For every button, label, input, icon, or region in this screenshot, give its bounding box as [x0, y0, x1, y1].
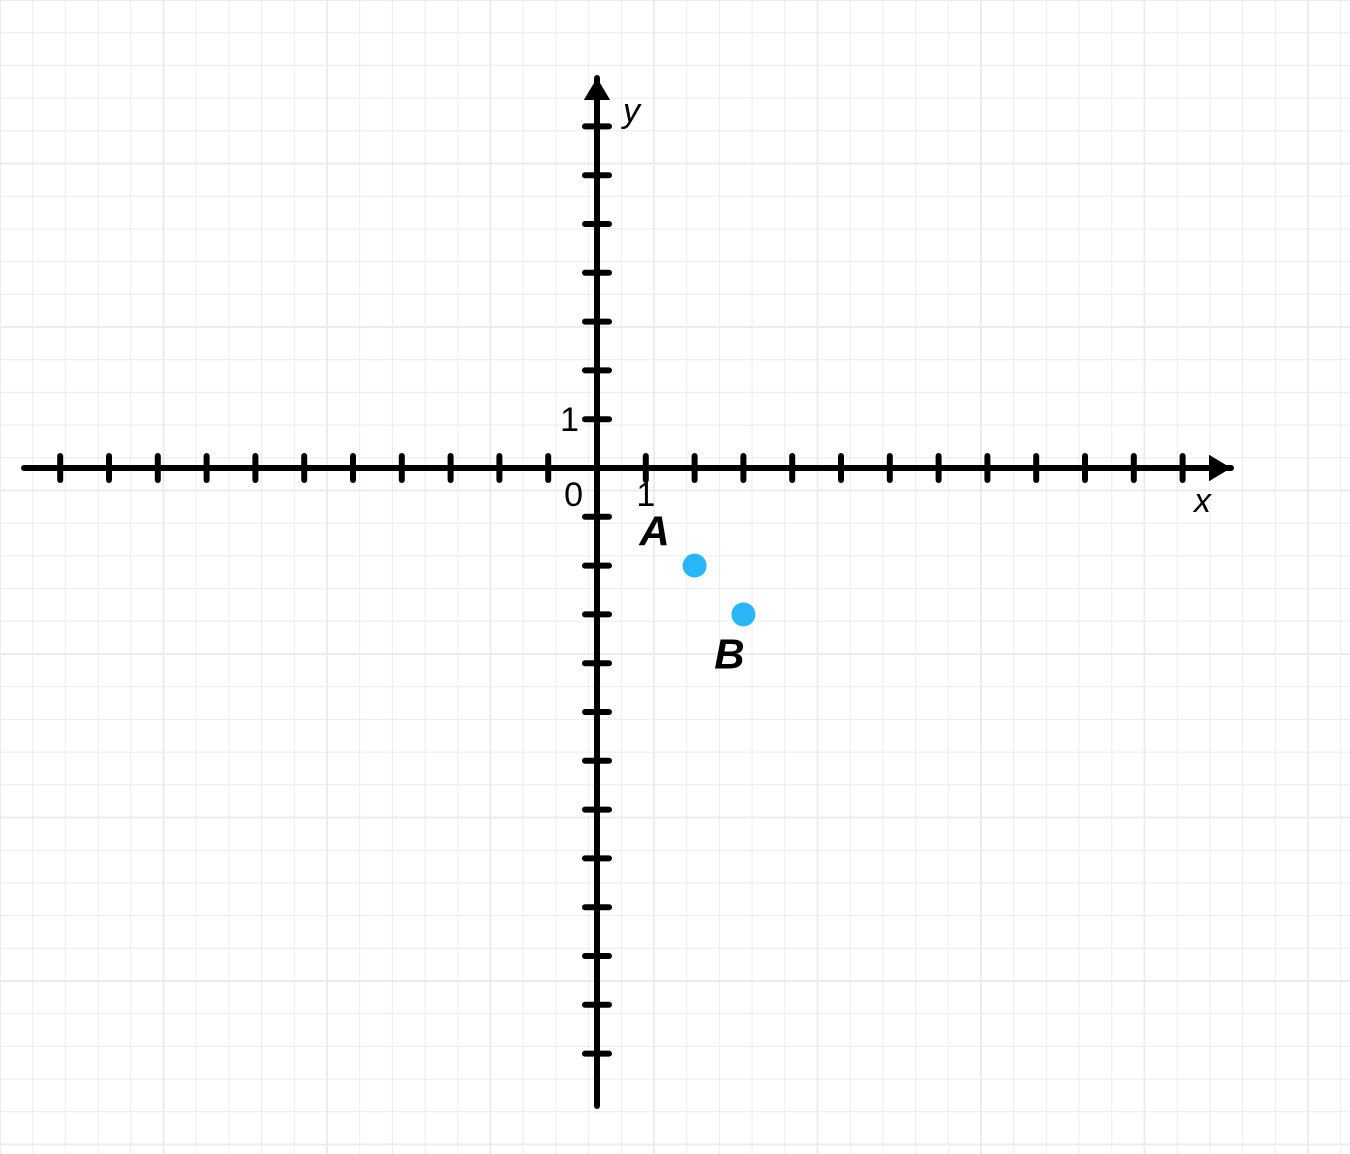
point-a-label: A — [638, 508, 669, 555]
point-b — [731, 602, 755, 626]
origin-label: 0 — [564, 476, 583, 514]
point-a — [683, 554, 707, 578]
point-b-label: B — [714, 630, 744, 677]
y-unit-label: 1 — [560, 401, 579, 439]
x-axis-label: x — [1192, 482, 1212, 520]
y-axis-label: y — [621, 92, 642, 130]
chart-svg: yx011AB — [0, 0, 1350, 1154]
coordinate-plane: yx011AB — [0, 0, 1350, 1154]
